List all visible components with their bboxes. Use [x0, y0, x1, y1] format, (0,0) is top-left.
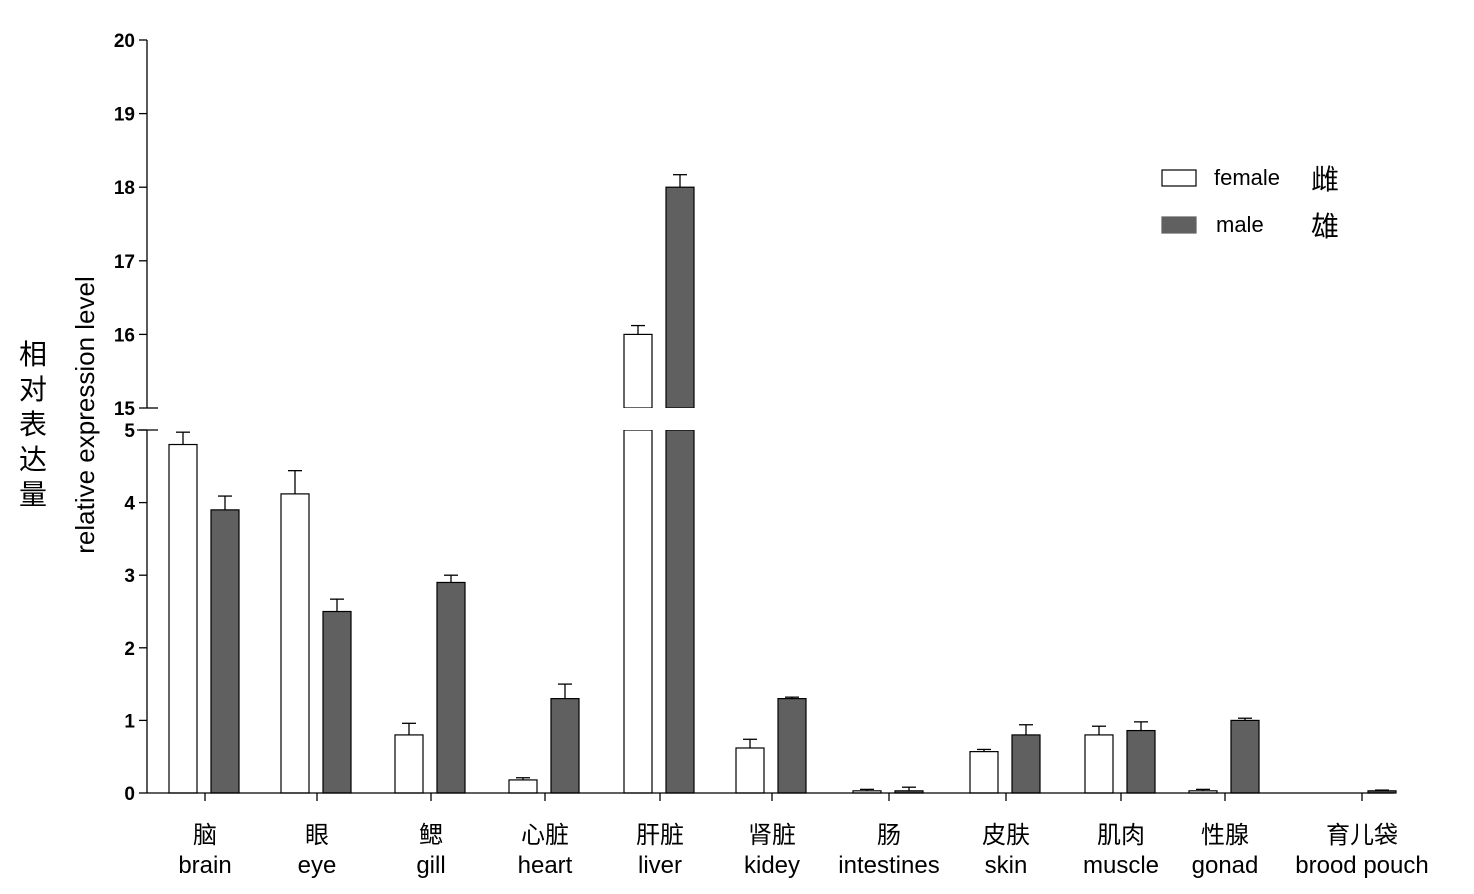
bar-female-kidey	[735, 747, 765, 794]
y-axis-title: relative expression level	[70, 276, 100, 553]
category-label-en: intestines	[838, 852, 939, 879]
bar-male-heart	[550, 698, 580, 794]
bar-male-skin	[1011, 734, 1041, 794]
y-tick-label: 18	[114, 178, 135, 199]
y-tick-label: 2	[124, 639, 135, 660]
category-label-cn: 眼	[305, 821, 329, 849]
category-label-en: brain	[178, 852, 231, 879]
y-tick-label: 0	[124, 784, 135, 805]
bar-male-gonad	[1230, 719, 1260, 794]
category-label-cn: 肝脏	[636, 821, 684, 849]
category-label-en: gill	[416, 852, 445, 879]
category-label-en: heart	[518, 852, 573, 879]
bar-male-eye	[322, 610, 352, 794]
category-label-cn: 肌肉	[1097, 821, 1145, 849]
bar-female-brain	[168, 443, 198, 794]
legend-swatch-male	[1161, 216, 1197, 234]
axes: 0 1 2 3 4 515 16 17 18 19 20	[114, 31, 1394, 805]
bar-female-muscle	[1084, 734, 1114, 794]
legend-label-female: female	[1214, 165, 1280, 190]
legend-label-male: male	[1216, 212, 1264, 237]
bar-female-liver-upper	[623, 333, 653, 409]
category-label-en: gonad	[1192, 852, 1259, 879]
bar-male-liver-lower	[665, 429, 695, 794]
y-axis-label-cn-char: 表	[19, 408, 47, 441]
y-tick-label: 4	[124, 494, 135, 515]
category-label-cn: 皮肤	[982, 821, 1030, 849]
bar-male-muscle	[1126, 729, 1156, 794]
category-label-en: kidey	[744, 852, 800, 879]
category-label-cn: 肠	[877, 821, 901, 849]
bar-break-gap	[622, 408, 654, 430]
category-label-en: skin	[985, 852, 1028, 879]
y-tick-label: 5	[124, 421, 135, 442]
bar-male-kidey	[777, 698, 807, 794]
category-label-en: muscle	[1083, 852, 1159, 879]
category-labels: 脑 brain 眼 eye 鳃 gill 心脏 heart 肝脏 liver 肾脏 kidey 肠 int…	[178, 821, 1428, 879]
y-tick-label: 17	[114, 252, 135, 273]
legend: female 雌 male 雄	[1161, 163, 1339, 243]
category-label-cn: 性腺	[1201, 821, 1249, 849]
bars	[168, 174, 1397, 794]
y-axis-label-cn-char: 量	[19, 478, 47, 511]
bar-male-liver-upper	[665, 186, 695, 409]
bar-break-gap	[664, 408, 696, 430]
category-label-en: brood pouch	[1295, 852, 1428, 879]
legend-label-cn-male: 雄	[1311, 210, 1339, 243]
bar-male-brain	[210, 509, 240, 794]
bar-female-liver-lower	[623, 429, 653, 794]
bar-female-skin	[969, 751, 999, 794]
legend-swatch-female	[1161, 169, 1197, 187]
y-tick-label: 19	[114, 105, 135, 126]
y-axis-label-cn-char: 对	[19, 373, 47, 406]
category-label-cn: 育儿袋	[1326, 821, 1398, 849]
y-axis-label: relative expression level	[70, 276, 100, 553]
category-label-cn: 脑	[193, 821, 217, 849]
y-axis-label-cn-char: 达	[19, 443, 47, 476]
category-label-cn: 鳃	[419, 821, 443, 849]
bar-male-gill	[436, 581, 466, 794]
y-tick-label: 3	[124, 566, 135, 587]
y-tick-label: 1	[124, 711, 135, 732]
y-tick-label: 20	[114, 31, 135, 52]
category-label-cn: 心脏	[521, 821, 569, 849]
y-axis-label-cn-char: 相	[19, 338, 47, 371]
bar-female-gill	[394, 734, 424, 794]
category-label-cn: 肾脏	[748, 821, 796, 849]
bar-female-eye	[280, 493, 310, 794]
y-tick-label: 15	[114, 399, 136, 420]
category-label-en: liver	[638, 852, 682, 879]
y-tick-label: 16	[114, 325, 135, 346]
legend-label-cn-female: 雌	[1311, 163, 1339, 196]
bar-female-heart	[508, 779, 538, 794]
category-label-en: eye	[298, 852, 337, 879]
